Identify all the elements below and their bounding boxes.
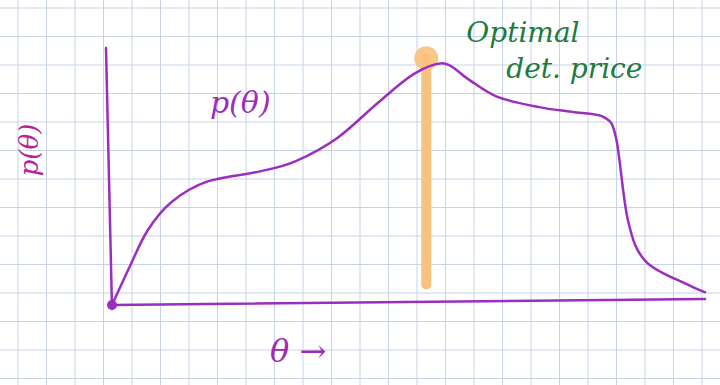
- paper-line: [46, 0, 47, 385]
- optimal-price-line: [421, 58, 431, 284]
- paper-line: [103, 0, 104, 385]
- paper-line: [474, 0, 475, 385]
- paper-grid: [0, 0, 720, 385]
- x-axis-label: θ →: [270, 332, 326, 370]
- paper-line: [18, 0, 19, 385]
- paper-line: [189, 0, 190, 385]
- paper-line: [0, 350, 720, 351]
- annotation-text: Optimaldet. price: [466, 16, 642, 85]
- x-axis: [112, 299, 705, 305]
- paper-line: [274, 0, 275, 385]
- paper-line: [0, 207, 720, 208]
- paper-line: [217, 0, 218, 385]
- plot-area: [112, 46, 705, 305]
- paper-line: [360, 0, 361, 385]
- paper-line: [645, 0, 646, 385]
- paper-line: [132, 0, 133, 385]
- paper-line: [388, 0, 389, 385]
- p-theta-curve: [112, 63, 705, 305]
- paper-line: [246, 0, 247, 385]
- paper-line: [0, 36, 720, 37]
- chart: p(θ) Optimaldet. price θ → p(θ): [0, 0, 720, 385]
- paper-line: [0, 236, 720, 237]
- origin-dot: [107, 300, 117, 310]
- y-axis-label: p(θ): [14, 124, 44, 177]
- paper-line: [702, 0, 703, 385]
- paper-line: [0, 378, 720, 379]
- paper-line: [160, 0, 161, 385]
- curve-label: p(θ): [210, 85, 271, 120]
- paper-line: [0, 293, 720, 294]
- paper-line: [502, 0, 503, 385]
- paper-line: [0, 264, 720, 265]
- paper-line: [75, 0, 76, 385]
- paper-line: [0, 8, 720, 9]
- paper-line: [331, 0, 332, 385]
- paper-line: [303, 0, 304, 385]
- paper-line: [445, 0, 446, 385]
- paper-line: [673, 0, 674, 385]
- paper-line: [0, 321, 720, 322]
- y-axis: [106, 48, 112, 309]
